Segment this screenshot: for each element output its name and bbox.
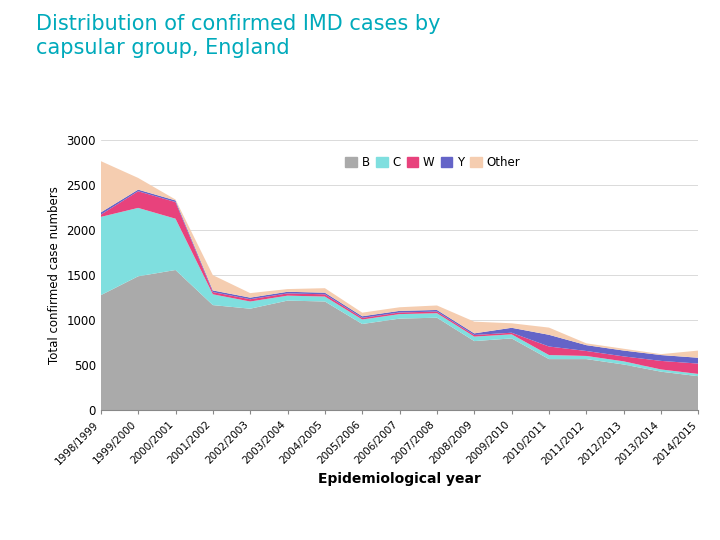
X-axis label: Epidemiological year: Epidemiological year: [318, 472, 481, 486]
Text: 17: 17: [22, 516, 37, 529]
Text: Distribution of confirmed IMD cases by
capsular group, England: Distribution of confirmed IMD cases by c…: [36, 14, 441, 57]
Y-axis label: Total confirmed case numbers: Total confirmed case numbers: [48, 186, 60, 364]
Text: Meningococcal ACWY immunisation programme for adolescents: Meningococcal ACWY immunisation programm…: [58, 516, 436, 529]
Legend: B, C, W, Y, Other: B, C, W, Y, Other: [341, 152, 525, 174]
